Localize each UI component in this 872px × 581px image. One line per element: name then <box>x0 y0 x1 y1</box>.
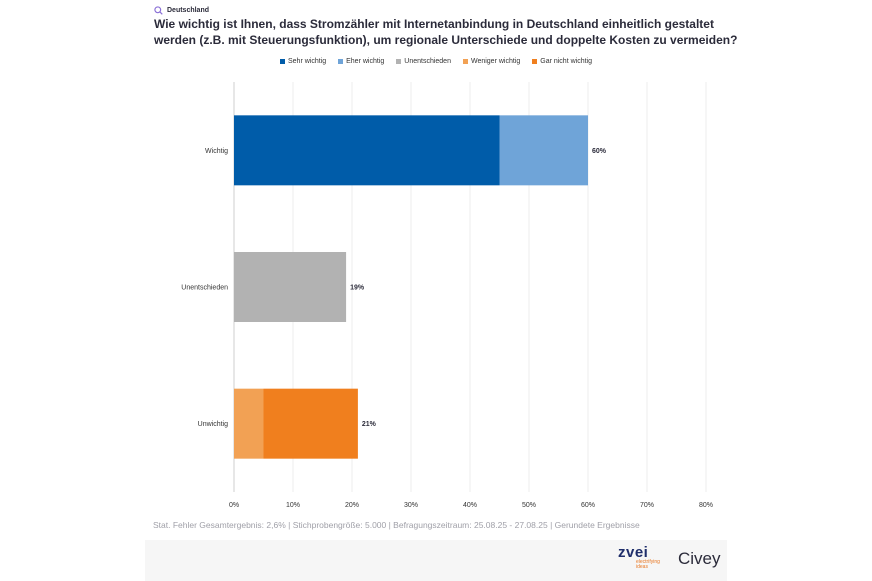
legend-item-eher-wichtig: Eher wichtig <box>338 58 384 65</box>
legend-swatch <box>532 59 538 64</box>
bar-chart: 0% 10% 20% 30% 40% 50% 60% 70% 80% Wichtig 60% Unen… <box>181 82 713 509</box>
legend-swatch <box>462 59 468 64</box>
civey-logo: Civey <box>678 549 721 568</box>
category-label: Wichtig <box>205 148 228 155</box>
chart-legend: Sehr wichtig Eher wichtig Unentschieden … <box>0 58 872 65</box>
x-tick-label: 60% <box>581 502 595 509</box>
bar-segment <box>234 252 347 322</box>
legend-item-weniger-wichtig: Weniger wichtig <box>462 58 521 65</box>
x-tick-label: 70% <box>640 502 654 509</box>
chart-title: Wie wichtig ist Ihnen, dass Stromzähler … <box>154 17 738 47</box>
bar-total-label: 21% <box>362 421 377 428</box>
bar-total-label: 60% <box>592 148 607 155</box>
bar-segment <box>234 388 264 459</box>
x-tick-label: 80% <box>699 502 713 509</box>
legend-label: Weniger wichtig <box>470 58 521 65</box>
legend-swatch <box>338 59 344 64</box>
category-label: Unwichtig <box>198 421 228 428</box>
zvei-wordmark: zvei <box>618 544 649 561</box>
legend-label: Eher wichtig <box>346 58 385 65</box>
bar-segment <box>499 115 588 186</box>
bar-total-label: 19% <box>350 285 365 292</box>
region-label: Deutschland <box>167 7 210 14</box>
zvei-tagline: electrifying ideas <box>636 559 660 570</box>
location-search-icon <box>154 6 163 15</box>
bar-segment <box>263 388 358 459</box>
x-tick-label: 30% <box>404 502 418 509</box>
survey-footnote: Stat. Fehler Gesamtergebnis: 2,6% | Stic… <box>153 520 640 530</box>
legend-label: Gar nicht wichtig <box>540 58 592 65</box>
legend-item-gar-nicht-wichtig: Gar nicht wichtig <box>532 58 592 65</box>
legend-swatch <box>396 59 402 64</box>
category-label: Unentschieden <box>181 285 228 292</box>
legend-item-unentschieden: Unentschieden <box>396 58 451 65</box>
brand-bar <box>145 540 727 581</box>
x-tick-label: 10% <box>286 502 300 509</box>
bar-segment <box>234 115 500 186</box>
legend-label: Sehr wichtig <box>287 58 327 65</box>
x-tick-label: 50% <box>522 502 536 509</box>
zvei-logo: zvei electrifying ideas <box>618 544 672 576</box>
x-tick-label: 40% <box>463 502 477 509</box>
region-indicator: Deutschland <box>154 6 209 15</box>
legend-label: Unentschieden <box>404 58 451 65</box>
legend-swatch <box>279 59 285 64</box>
legend-item-sehr-wichtig: Sehr wichtig <box>279 58 327 65</box>
x-tick-label: 20% <box>345 502 359 509</box>
x-tick-label: 0% <box>229 502 239 509</box>
